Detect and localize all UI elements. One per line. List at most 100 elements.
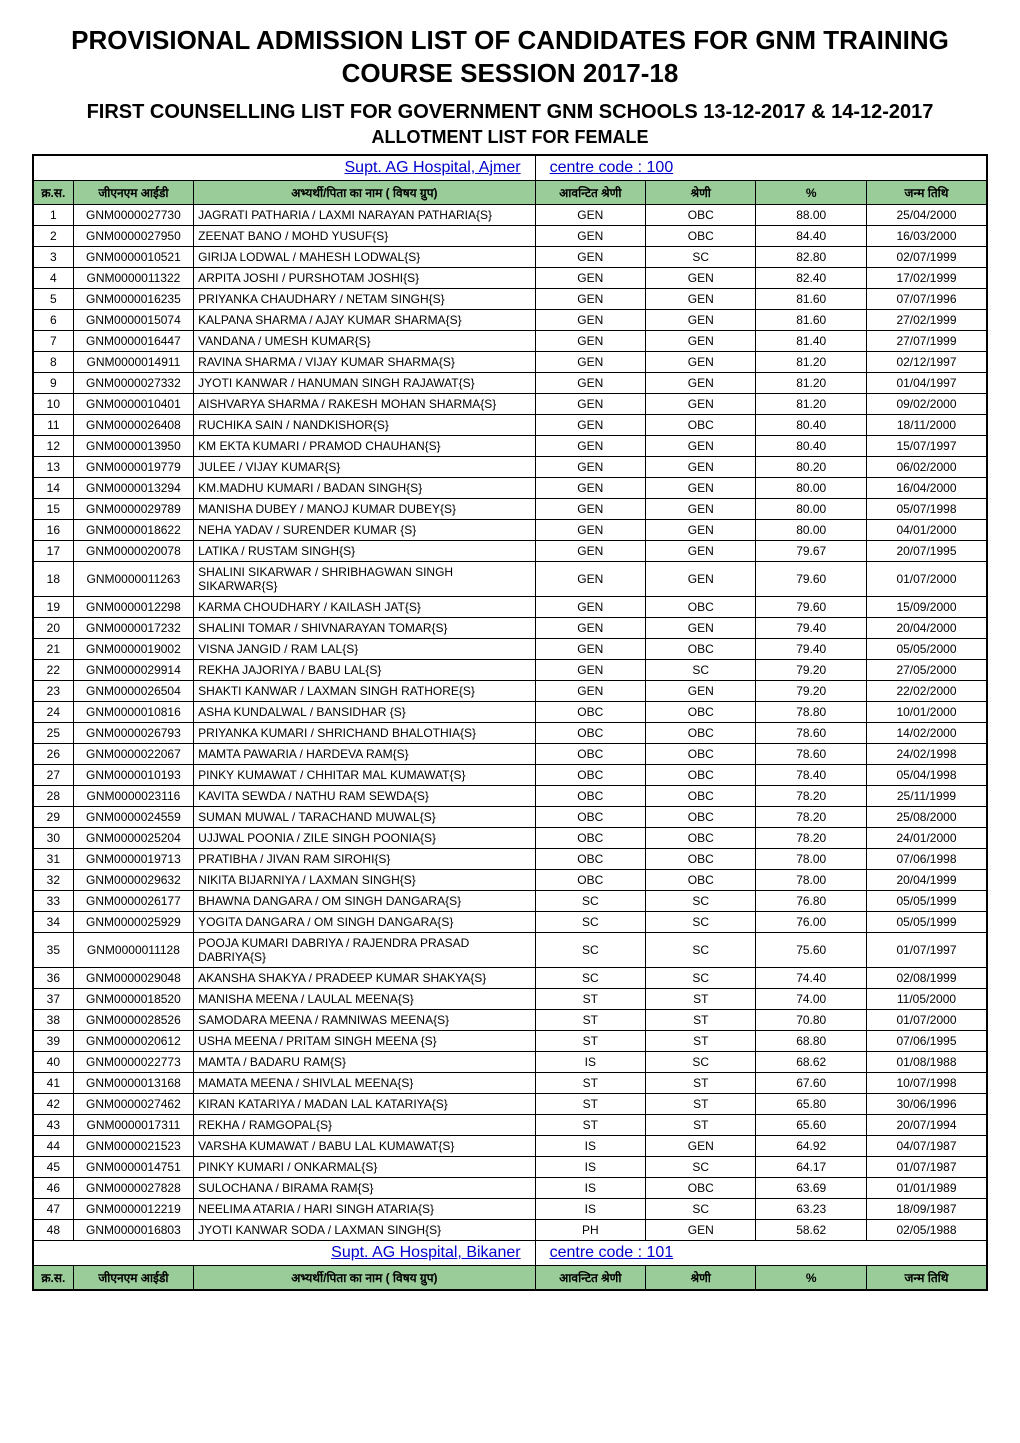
cell-alloc: SC <box>535 968 645 989</box>
cell-alloc: GEN <box>535 289 645 310</box>
cell-alloc: GEN <box>535 247 645 268</box>
cell-name: MAMTA / BADARU RAM{S} <box>194 1052 535 1073</box>
cell-pct: 63.69 <box>756 1178 866 1199</box>
cell-dob: 18/11/2000 <box>866 415 987 436</box>
table-row: 42GNM0000027462KIRAN KATARIYA / MADAN LA… <box>33 1094 987 1115</box>
cell-cat: ST <box>646 1031 756 1052</box>
cell-sn: 41 <box>33 1073 73 1094</box>
cell-alloc: ST <box>535 1094 645 1115</box>
table-row: 48GNM0000016803JYOTI KANWAR SODA / LAXMA… <box>33 1220 987 1241</box>
cell-id: GNM0000029914 <box>73 660 194 681</box>
cell-pct: 78.80 <box>756 702 866 723</box>
cell-sn: 34 <box>33 912 73 933</box>
cell-dob: 01/07/2000 <box>866 562 987 597</box>
cell-cat: SC <box>646 968 756 989</box>
allotment-title: ALLOTMENT LIST FOR FEMALE <box>32 127 988 148</box>
cell-id: GNM0000010816 <box>73 702 194 723</box>
col-header-cat: श्रेणी <box>646 1266 756 1291</box>
cell-dob: 07/06/1995 <box>866 1031 987 1052</box>
col-header-pct: % <box>756 181 866 205</box>
cell-alloc: GEN <box>535 226 645 247</box>
cell-id: GNM0000013950 <box>73 436 194 457</box>
cell-cat: GEN <box>646 436 756 457</box>
cell-sn: 40 <box>33 1052 73 1073</box>
cell-cat: OBC <box>646 415 756 436</box>
cell-cat: GEN <box>646 541 756 562</box>
cell-sn: 31 <box>33 849 73 870</box>
cell-name: MAMTA PAWARIA / HARDEVA RAM{S} <box>194 744 535 765</box>
table-row: 30GNM0000025204UJJWAL POONIA / ZILE SING… <box>33 828 987 849</box>
table-row: 24GNM0000010816ASHA KUNDALWAL / BANSIDHA… <box>33 702 987 723</box>
cell-pct: 81.20 <box>756 394 866 415</box>
cell-id: GNM0000026504 <box>73 681 194 702</box>
cell-pct: 84.40 <box>756 226 866 247</box>
cell-sn: 48 <box>33 1220 73 1241</box>
cell-pct: 80.40 <box>756 436 866 457</box>
cell-pct: 81.20 <box>756 352 866 373</box>
cell-name: LATIKA / RUSTAM SINGH{S} <box>194 541 535 562</box>
centre-name[interactable]: Supt. AG Hospital, Bikaner <box>33 1241 535 1266</box>
cell-name: SHALINI SIKARWAR / SHRIBHAGWAN SINGH SIK… <box>194 562 535 597</box>
col-header-gnmid: जीएनएम आईडी <box>73 1266 194 1291</box>
table-row: 43GNM0000017311REKHA / RAMGOPAL{S}STST65… <box>33 1115 987 1136</box>
cell-name: KM.MADHU KUMARI / BADAN SINGH{S} <box>194 478 535 499</box>
cell-alloc: GEN <box>535 205 645 226</box>
cell-name: SUMAN MUWAL / TARACHAND MUWAL{S} <box>194 807 535 828</box>
cell-alloc: IS <box>535 1157 645 1178</box>
cell-id: GNM0000029632 <box>73 870 194 891</box>
cell-cat: OBC <box>646 765 756 786</box>
cell-pct: 68.80 <box>756 1031 866 1052</box>
main-title: PROVISIONAL ADMISSION LIST OF CANDIDATES… <box>32 24 988 89</box>
cell-dob: 02/08/1999 <box>866 968 987 989</box>
cell-sn: 45 <box>33 1157 73 1178</box>
centre-code[interactable]: centre code : 101 <box>535 1241 987 1266</box>
cell-pct: 76.00 <box>756 912 866 933</box>
cell-id: GNM0000025204 <box>73 828 194 849</box>
cell-name: JYOTI KANWAR / HANUMAN SINGH RAJAWAT{S} <box>194 373 535 394</box>
cell-sn: 2 <box>33 226 73 247</box>
cell-pct: 78.00 <box>756 849 866 870</box>
cell-pct: 79.40 <box>756 618 866 639</box>
table-row: 5GNM0000016235PRIYANKA CHAUDHARY / NETAM… <box>33 289 987 310</box>
cell-cat: GEN <box>646 289 756 310</box>
cell-cat: SC <box>646 247 756 268</box>
cell-dob: 15/07/1997 <box>866 436 987 457</box>
cell-dob: 22/02/2000 <box>866 681 987 702</box>
centre-name[interactable]: Supt. AG Hospital, Ajmer <box>33 155 535 181</box>
table-row: 31GNM0000019713PRATIBHA / JIVAN RAM SIRO… <box>33 849 987 870</box>
subtitle: FIRST COUNSELLING LIST FOR GOVERNMENT GN… <box>32 99 988 125</box>
cell-dob: 14/02/2000 <box>866 723 987 744</box>
cell-name: MANISHA MEENA / LAULAL MEENA{S} <box>194 989 535 1010</box>
cell-dob: 11/05/2000 <box>866 989 987 1010</box>
cell-id: GNM0000026793 <box>73 723 194 744</box>
cell-cat: ST <box>646 989 756 1010</box>
cell-sn: 33 <box>33 891 73 912</box>
cell-id: GNM0000015074 <box>73 310 194 331</box>
cell-sn: 38 <box>33 1010 73 1031</box>
cell-cat: ST <box>646 1073 756 1094</box>
cell-dob: 01/08/1988 <box>866 1052 987 1073</box>
cell-alloc: OBC <box>535 786 645 807</box>
cell-id: GNM0000013168 <box>73 1073 194 1094</box>
cell-pct: 63.23 <box>756 1199 866 1220</box>
cell-dob: 27/07/1999 <box>866 331 987 352</box>
cell-alloc: GEN <box>535 681 645 702</box>
table-row: 19GNM0000012298KARMA CHOUDHARY / KAILASH… <box>33 597 987 618</box>
cell-alloc: GEN <box>535 436 645 457</box>
cell-dob: 10/01/2000 <box>866 702 987 723</box>
cell-sn: 30 <box>33 828 73 849</box>
cell-alloc: GEN <box>535 352 645 373</box>
table-row: 36GNM0000029048AKANSHA SHAKYA / PRADEEP … <box>33 968 987 989</box>
cell-name: UJJWAL POONIA / ZILE SINGH POONIA{S} <box>194 828 535 849</box>
cell-pct: 81.20 <box>756 373 866 394</box>
cell-pct: 79.60 <box>756 597 866 618</box>
cell-alloc: OBC <box>535 870 645 891</box>
cell-id: GNM0000010401 <box>73 394 194 415</box>
cell-alloc: OBC <box>535 849 645 870</box>
cell-sn: 26 <box>33 744 73 765</box>
cell-name: PRATIBHA / JIVAN RAM SIROHI{S} <box>194 849 535 870</box>
cell-sn: 24 <box>33 702 73 723</box>
cell-alloc: SC <box>535 912 645 933</box>
centre-code[interactable]: centre code : 100 <box>535 155 987 181</box>
table-row: 40GNM0000022773MAMTA / BADARU RAM{S}ISSC… <box>33 1052 987 1073</box>
